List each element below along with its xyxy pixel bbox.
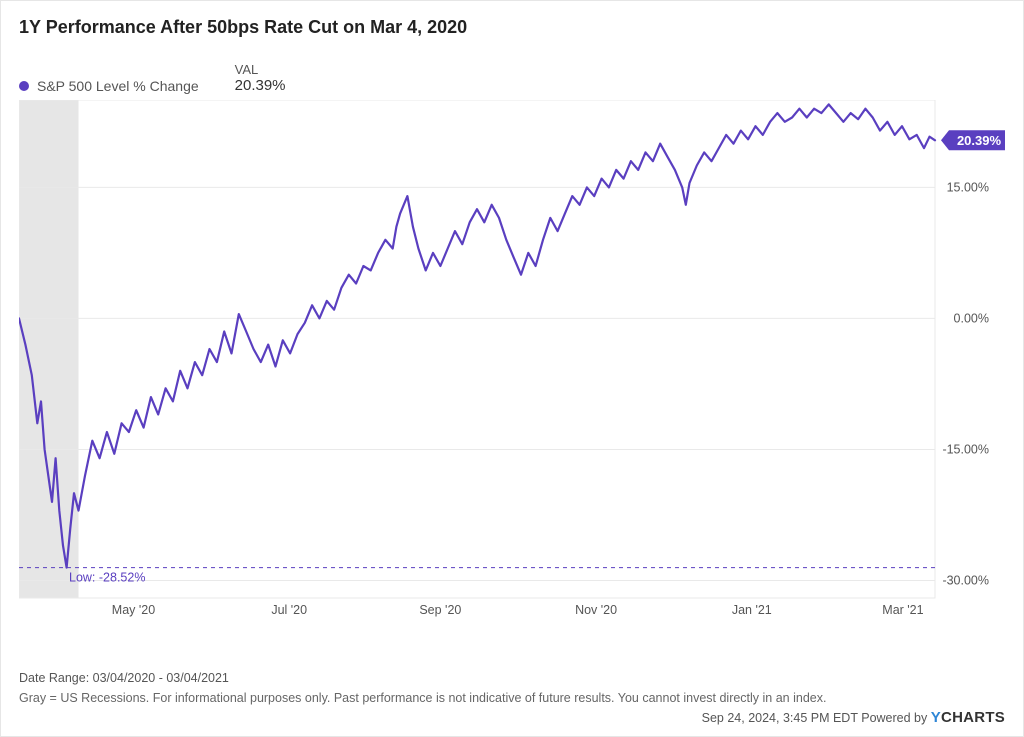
- legend-value: 20.39%: [235, 77, 286, 94]
- footer: Date Range: 03/04/2020 - 03/04/2021 Gray…: [19, 657, 1005, 726]
- legend-dot-icon: [19, 81, 29, 91]
- chart-title: 1Y Performance After 50bps Rate Cut on M…: [19, 17, 1005, 38]
- x-tick-label: Jan '21: [732, 603, 772, 617]
- recession-band: [19, 100, 79, 598]
- date-range-label: Date Range: 03/04/2020 - 03/04/2021: [19, 671, 1005, 685]
- y-tick-label: -15.00%: [942, 442, 989, 456]
- x-tick-label: Sep '20: [419, 603, 461, 617]
- y-tick-label: 0.00%: [954, 311, 989, 325]
- legend-row: S&P 500 Level % Change VAL 20.39%: [19, 62, 1005, 94]
- y-tick-label: -30.00%: [942, 574, 989, 588]
- y-tick-label: 15.00%: [947, 180, 989, 194]
- legend-label: S&P 500 Level % Change: [37, 78, 199, 94]
- low-label: Low: -28.52%: [69, 571, 145, 585]
- powered-by-label: Powered by: [861, 711, 927, 725]
- x-tick-label: Mar '21: [882, 603, 923, 617]
- legend-value-block: VAL 20.39%: [235, 62, 286, 94]
- x-tick-label: Nov '20: [575, 603, 617, 617]
- x-tick-label: Jul '20: [271, 603, 307, 617]
- credit-line: Sep 24, 2024, 3:45 PM EDT Powered by YCH…: [19, 709, 1005, 726]
- chart-card: 1Y Performance After 50bps Rate Cut on M…: [0, 0, 1024, 737]
- legend-value-header: VAL: [235, 62, 286, 77]
- line-chart: 15.00% 0.00% -15.00% -30.00% Low: -28.52% May…: [19, 100, 1005, 620]
- disclaimer-text: Gray = US Recessions. For informational …: [19, 691, 1005, 705]
- ycharts-logo: YCHARTS: [931, 709, 1005, 726]
- value-badge-text: 20.39%: [957, 133, 1002, 148]
- timestamp-label: Sep 24, 2024, 3:45 PM EDT: [702, 711, 858, 725]
- legend-item: S&P 500 Level % Change: [19, 78, 199, 94]
- chart-area: 15.00% 0.00% -15.00% -30.00% Low: -28.52% May…: [19, 100, 1005, 620]
- x-tick-label: May '20: [112, 603, 155, 617]
